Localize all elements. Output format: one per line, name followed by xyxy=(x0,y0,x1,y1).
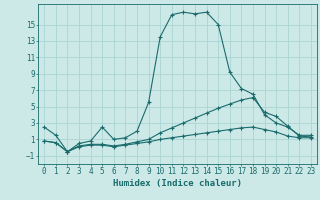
X-axis label: Humidex (Indice chaleur): Humidex (Indice chaleur) xyxy=(113,179,242,188)
